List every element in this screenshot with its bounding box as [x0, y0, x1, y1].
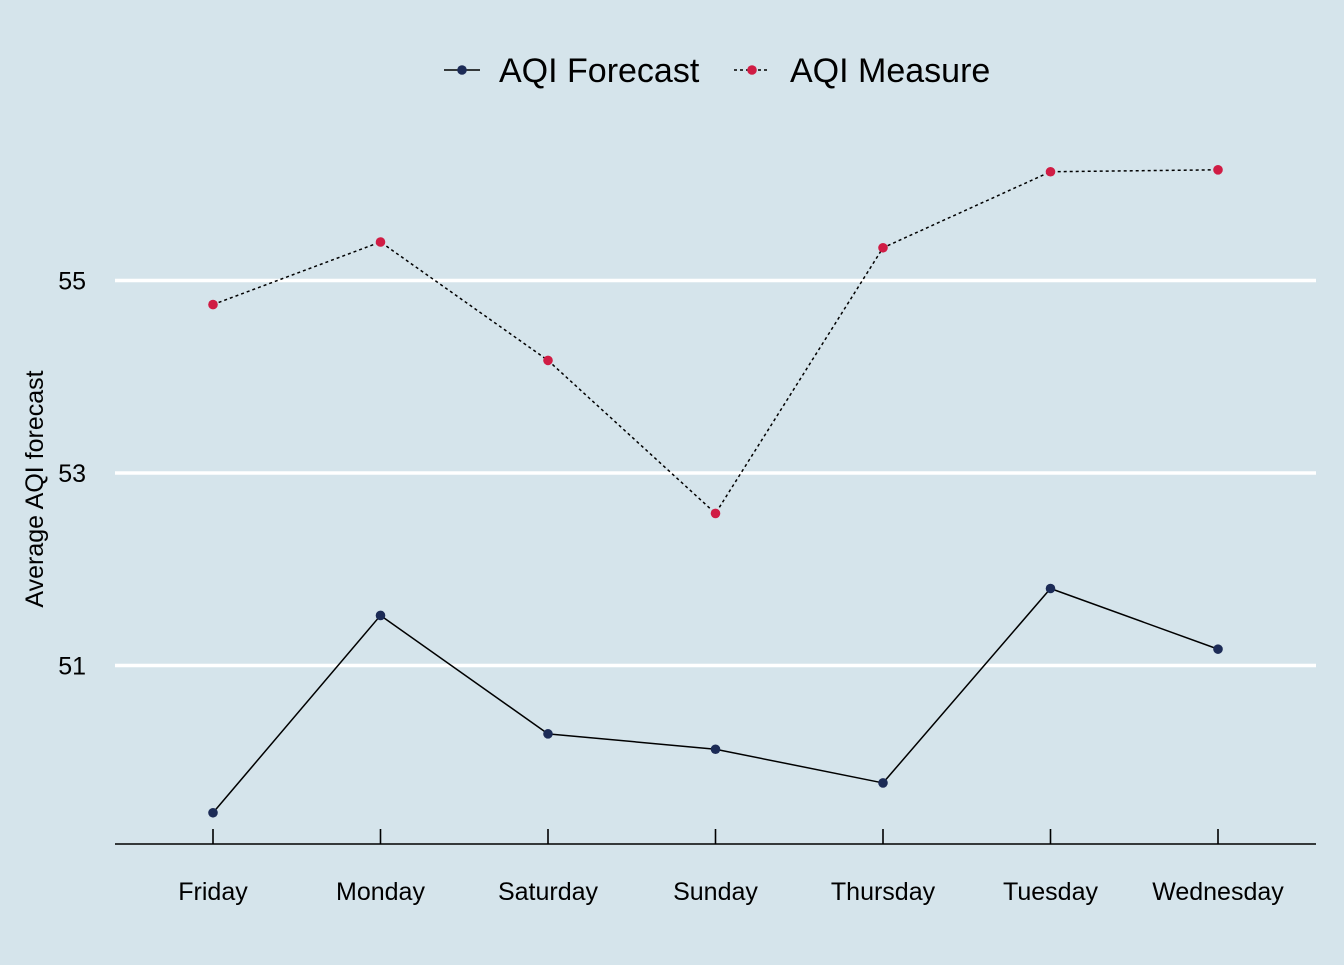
- axis-layer: 51 53 55 Friday Monday Saturday Sunday Thursday…: [58, 268, 1316, 906]
- data-point: [1045, 583, 1056, 594]
- y-tick-label: 51: [58, 653, 86, 681]
- legend: AQI Forecast AQI Measure: [444, 52, 990, 90]
- data-point: [543, 729, 553, 739]
- grid-layer: [115, 278, 1316, 668]
- data-point: [375, 237, 386, 247]
- data-point: [1213, 644, 1223, 654]
- data-point: [878, 778, 888, 788]
- legend-label: AQI Forecast: [499, 52, 700, 90]
- legend-key-point: [457, 65, 467, 75]
- x-tick-label: Saturday: [498, 878, 599, 906]
- legend-key-point: [747, 65, 757, 75]
- legend-label: AQI Measure: [790, 52, 990, 90]
- x-tick-label: Friday: [178, 878, 248, 906]
- x-tick-label: Sunday: [673, 878, 758, 906]
- x-tick-label: Monday: [336, 878, 425, 906]
- data-point: [710, 744, 721, 755]
- data-point: [878, 242, 888, 253]
- x-tick-label: Tuesday: [1003, 878, 1098, 906]
- x-tick-label: Wednesday: [1152, 878, 1284, 906]
- x-tick-label: Thursday: [831, 878, 936, 906]
- y-tick-label: 53: [58, 460, 86, 488]
- data-point: [1213, 165, 1223, 175]
- series-line-1: [212, 169, 1219, 515]
- data-point: [375, 610, 386, 621]
- series-line-0: [212, 587, 1219, 814]
- y-axis-label: Average AQI forecast: [21, 370, 49, 607]
- data-point: [543, 355, 553, 366]
- data-point: [710, 508, 721, 519]
- series-layer: [208, 165, 1223, 818]
- data-point: [208, 807, 218, 818]
- y-tick-label: 55: [58, 268, 86, 296]
- data-point: [1045, 166, 1056, 177]
- data-point: [208, 299, 218, 310]
